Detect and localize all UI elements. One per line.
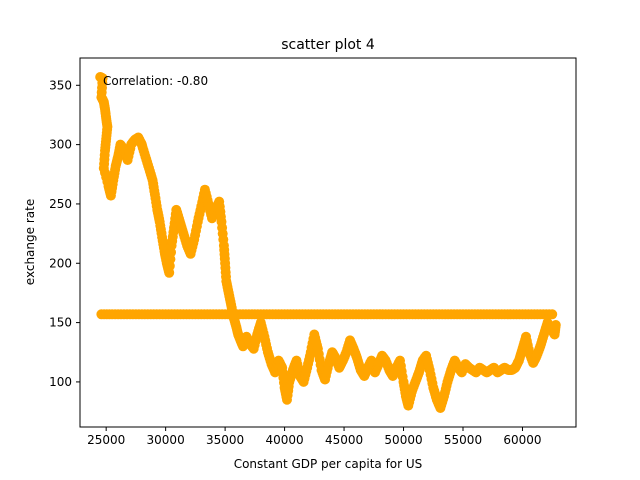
data-point: [550, 320, 561, 330]
correlation-annotation: Correlation: -0.80: [103, 74, 208, 88]
y-axis-label: exchange rate: [23, 199, 37, 285]
y-tick-label: 100: [49, 375, 72, 389]
y-tick-label: 150: [49, 316, 72, 330]
x-tick-label: 35000: [206, 433, 244, 447]
x-tick-label: 60000: [503, 433, 541, 447]
y-tick-label: 200: [49, 256, 72, 270]
x-axis-label: Constant GDP per capita for US: [234, 457, 423, 471]
x-tick-label: 45000: [325, 433, 363, 447]
y-tick-label: 350: [49, 78, 72, 92]
x-tick-label: 55000: [444, 433, 482, 447]
plot-frame: [79, 57, 577, 428]
x-axis-ticks: 25000 30000 35000 40000 45000 50000 55000 60000: [87, 427, 542, 447]
x-tick-label: 50000: [384, 433, 422, 447]
chart-title: scatter plot 4: [281, 37, 375, 53]
data-point: [547, 309, 558, 320]
x-tick-label: 30000: [147, 433, 185, 447]
x-tick-label: 25000: [87, 433, 125, 447]
points-layer: [95, 72, 561, 413]
x-tick-label: 40000: [265, 433, 303, 447]
y-tick-label: 250: [49, 197, 72, 211]
y-tick-label: 300: [49, 138, 72, 152]
y-axis-ticks: 100 150 200 250 300 350: [49, 78, 80, 389]
